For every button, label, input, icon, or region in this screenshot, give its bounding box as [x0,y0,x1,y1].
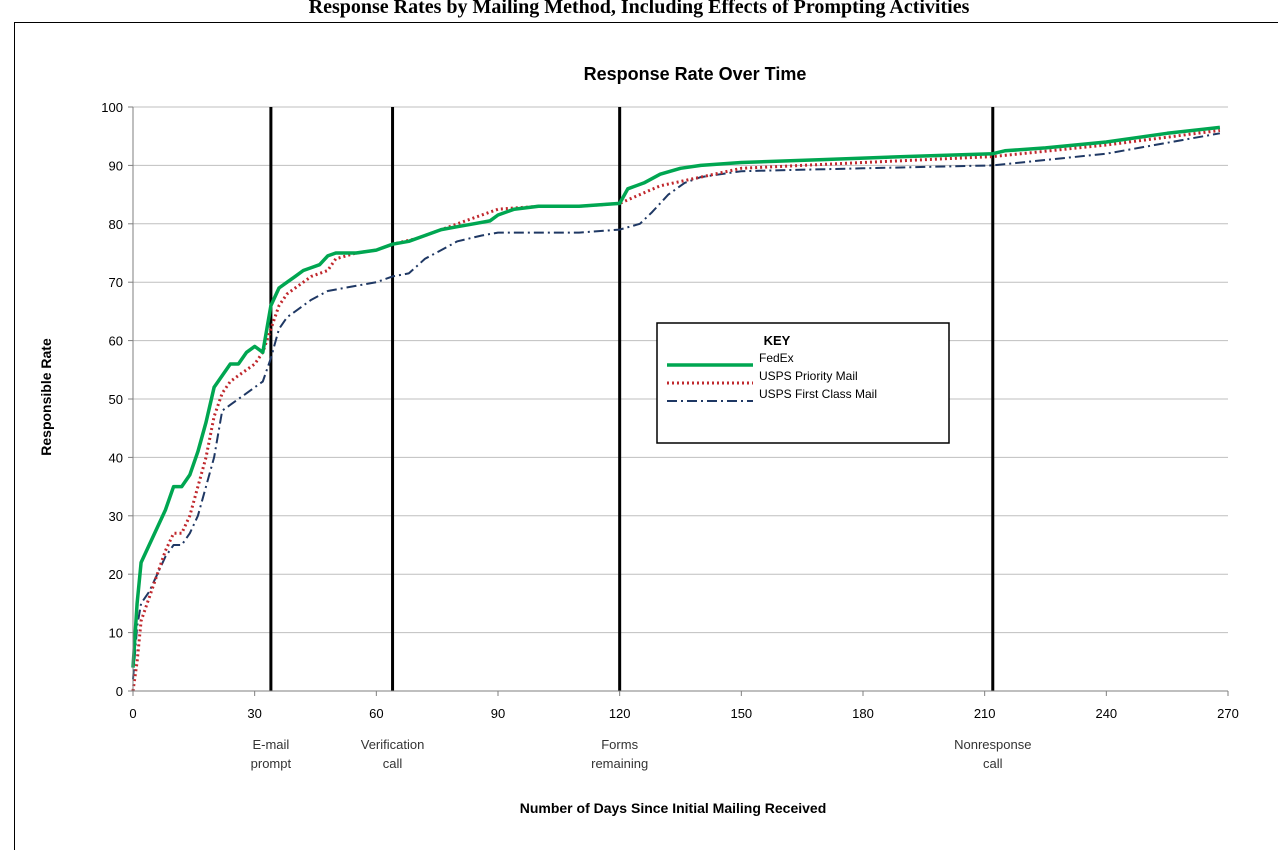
x-tick-label: 210 [974,706,996,721]
event-label: prompt [251,756,292,771]
chart-title: Response Rate Over Time [584,64,807,84]
series-line-usps-priority-mail [131,128,1221,692]
y-tick-label: 60 [109,334,123,349]
y-tick-label: 90 [109,158,123,173]
legend-label: USPS First Class Mail [759,387,877,401]
event-label: call [983,756,1003,771]
legend-box [656,322,950,444]
page-caption: Response Rates by Mailing Method, Includ… [308,0,970,18]
x-tick-label: 60 [369,706,383,721]
y-tick-label: 0 [116,684,123,699]
y-axis-title: Responsible Rate [38,338,54,456]
y-tick-label: 40 [109,450,123,465]
series-line-fedex [131,125,1221,668]
x-tick-label: 240 [1095,706,1117,721]
x-tick-label: 270 [1217,706,1239,721]
event-label: remaining [591,756,648,771]
legend: KEY FedEx USPS Priority Mail USPS First Cl… [656,322,950,444]
event-label: Forms [601,737,638,752]
legend-title: KEY [764,333,791,348]
y-tick-label: 80 [109,217,123,232]
y-tick-label: 30 [109,509,123,524]
y-tick-label: 20 [109,567,123,582]
event-label: E-mail [252,737,289,752]
y-tick-label: 50 [109,392,123,407]
x-tick-label: 30 [247,706,261,721]
x-tick-label: 150 [730,706,752,721]
x-tick-label: 90 [491,706,505,721]
y-tick-label: 10 [109,626,123,641]
event-label: call [383,756,403,771]
chart-frame: 0 10 20 30 40 50 60 70 80 90 100 0 30 60 90 120 150 180 21… [14,22,1278,850]
event-label: Nonresponse [954,737,1031,752]
event-label: Verification [361,737,425,752]
line-chart: 0 10 20 30 40 50 60 70 80 90 100 0 30 60 90 120 150 180 21… [38,64,1239,816]
series-line-usps-first-class-mail [132,132,1221,680]
x-tick-label: 180 [852,706,874,721]
x-axis-title: Number of Days Since Initial Mailing Rec… [520,800,827,816]
x-tick-label: 120 [609,706,631,721]
x-tick-label: 0 [129,706,136,721]
legend-label: FedEx [759,351,794,365]
y-tick-label: 100 [101,100,123,115]
legend-label: USPS Priority Mail [759,369,858,383]
y-tick-label: 70 [109,275,123,290]
